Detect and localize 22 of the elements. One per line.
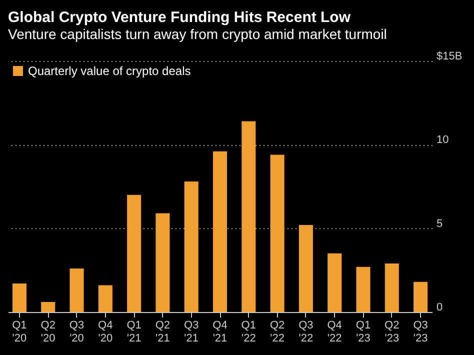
x-tick-label: Q3 '20 — [69, 320, 84, 344]
x-tick-label: Q3 '22 — [298, 320, 314, 344]
x-tick-label: Q3 '23 — [413, 320, 428, 344]
x-tick-label: Q1 '20 — [12, 320, 27, 344]
x-tick-label: Q1 '21 — [126, 320, 142, 344]
y-tick-label: $15B — [436, 50, 462, 62]
legend-label: Quarterly value of crypto deals — [28, 64, 191, 78]
x-tick-label: Q2 '21 — [155, 320, 170, 344]
chart-subtitle: Venture capitalists turn away from crypto amid market turmoil — [8, 26, 387, 42]
y-tick-label: 10 — [436, 134, 449, 146]
x-tick-label: Q2 '20 — [40, 320, 56, 344]
x-tick-label: Q3 '21 — [184, 320, 199, 344]
x-tick-label: Q4 '20 — [98, 320, 113, 344]
x-tick-label: Q1 '22 — [241, 320, 256, 344]
x-tick-label: Q4 '21 — [212, 320, 228, 344]
x-tick-label: Q1 '23 — [356, 320, 371, 344]
x-tick-label: Q4 '22 — [327, 320, 342, 344]
y-tick-label: 0 — [436, 302, 443, 314]
chart-title: Global Crypto Venture Funding Hits Recent Low — [8, 9, 351, 26]
x-tick-label: Q2 '23 — [384, 320, 400, 344]
x-tick-label: Q2 '22 — [270, 320, 285, 344]
y-tick-label: 5 — [436, 218, 443, 230]
